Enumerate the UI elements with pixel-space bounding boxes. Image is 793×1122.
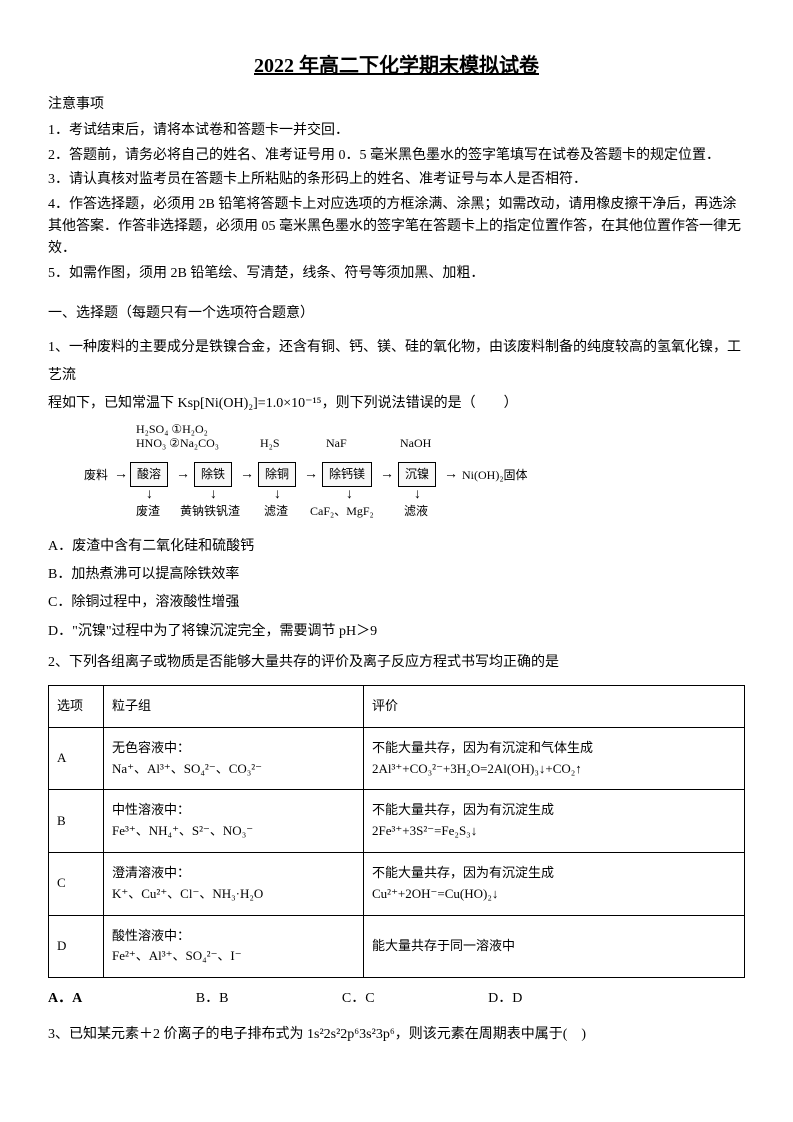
eval-line-a: 能大量共存于同一溶液中: [372, 936, 736, 957]
note-2: 2．答题前，请务必将自己的姓名、准考证号用 0．5 毫米黑色墨水的签字笔填写在试…: [48, 145, 745, 167]
page-title: 2022 年高二下化学期末模拟试卷: [48, 50, 745, 82]
top-label-1b: HNO₃ ②Na₂CO₃: [136, 434, 219, 453]
cell-eval: 能大量共存于同一溶液中: [364, 915, 745, 978]
q1-stem: 1、一种废料的主要成分是铁镍合金，还含有铜、钙、镁、硅的氧化物，由该废料制备的纯…: [48, 334, 745, 418]
group-line-b: Na⁺、Al³⁺、SO₄²⁻、CO₃²⁻: [112, 759, 355, 780]
q2-answer-options: A．A B．B C．C D．D: [48, 988, 745, 1010]
cell-group: 澄清溶液中： K⁺、Cu²⁺、Cl⁻、NH₃·H₂O: [104, 853, 364, 916]
cell-opt: A: [49, 727, 104, 790]
cell-opt: C: [49, 853, 104, 916]
notes-header: 注意事项: [48, 94, 745, 116]
bottom-label-4: CaF₂、MgF₂: [310, 502, 374, 521]
eval-line-b: 2Fe³⁺+3S²⁻=Fe₂S₃↓: [372, 821, 736, 842]
ans-a: A．A: [48, 988, 82, 1010]
note-4: 4．作答选择题，必须用 2B 铅笔将答题卡上对应选项的方框涂满、涂黑；如需改动，…: [48, 194, 745, 261]
top-label-2: H₂S: [260, 434, 280, 453]
note-5: 5．如需作图，须用 2B 铅笔绘、写清楚，线条、符号等须加黑、加粗．: [48, 263, 745, 285]
arrow-icon: →: [176, 464, 190, 486]
ans-c: C．C: [342, 988, 375, 1010]
ans-d: D．D: [488, 988, 522, 1010]
q1-stem-b: 程如下，已知常温下 Ksp[Ni(OH)₂]=1.0×10⁻¹⁵，则下列说法错误…: [48, 396, 518, 411]
group-line-a: 澄清溶液中：: [112, 863, 355, 884]
bottom-label-5: 滤液: [404, 502, 428, 521]
eval-line-b: 2Al³⁺+CO₃²⁻+3H₂O=2Al(OH)₃↓+CO₂↑: [372, 759, 736, 780]
arrow-icon: →: [304, 464, 318, 486]
note-3: 3．请认真核对监考员在答题卡上所粘贴的条形码上的姓名、准考证号与本人是否相符．: [48, 169, 745, 191]
eval-line-a: 不能大量共存，因为有沉淀生成: [372, 863, 736, 884]
group-line-b: Fe²⁺、Al³⁺、SO₄²⁻、I⁻: [112, 946, 355, 967]
q1-opt-b: B．加热煮沸可以提高除铁效率: [48, 564, 745, 586]
table-row: D 酸性溶液中： Fe²⁺、Al³⁺、SO₄²⁻、I⁻ 能大量共存于同一溶液中: [49, 915, 745, 978]
th-group: 粒子组: [104, 686, 364, 728]
q1-stem-a: 1、一种废料的主要成分是铁镍合金，还含有铜、钙、镁、硅的氧化物，由该废料制备的纯…: [48, 340, 741, 383]
th-opt: 选项: [49, 686, 104, 728]
q1-opt-d: D．"沉镍"过程中为了将镍沉淀完全，需要调节 pH＞9: [48, 621, 745, 643]
cell-group: 无色容液中： Na⁺、Al³⁺、SO₄²⁻、CO₃²⁻: [104, 727, 364, 790]
group-line-a: 无色容液中：: [112, 738, 355, 759]
section-1-title: 一、选择题（每题只有一个选项符合题意）: [48, 303, 745, 325]
table-header-row: 选项 粒子组 评价: [49, 686, 745, 728]
table-row: B 中性溶液中： Fe³⁺、NH₄⁺、S²⁻、NO₃⁻ 不能大量共存，因为有沉淀…: [49, 790, 745, 853]
eval-line-a: 不能大量共存，因为有沉淀生成: [372, 800, 736, 821]
q1-opt-c: C．除铜过程中，溶液酸性增强: [48, 592, 745, 614]
group-line-b: Fe³⁺、NH₄⁺、S²⁻、NO₃⁻: [112, 821, 355, 842]
q2-table: 选项 粒子组 评价 A 无色容液中： Na⁺、Al³⁺、SO₄²⁻、CO₃²⁻ …: [48, 685, 745, 978]
table-row: A 无色容液中： Na⁺、Al³⁺、SO₄²⁻、CO₃²⁻ 不能大量共存，因为有…: [49, 727, 745, 790]
cell-opt: B: [49, 790, 104, 853]
bottom-label-1: 废渣: [136, 502, 160, 521]
ans-b: B．B: [196, 988, 229, 1010]
note-1: 1．考试结束后，请将本试卷和答题卡一并交回．: [48, 120, 745, 142]
th-eval: 评价: [364, 686, 745, 728]
cell-group: 酸性溶液中： Fe²⁺、Al³⁺、SO₄²⁻、I⁻: [104, 915, 364, 978]
top-label-3: NaF: [326, 434, 347, 453]
eval-line-a: 不能大量共存，因为有沉淀和气体生成: [372, 738, 736, 759]
bottom-label-3: 滤渣: [264, 502, 288, 521]
q1-opt-a: A．废渣中含有二氧化硅和硫酸钙: [48, 536, 745, 558]
arrow-icon: →: [240, 464, 254, 486]
arrow-icon: →: [444, 464, 458, 486]
arrow-icon: →: [114, 464, 128, 486]
bottom-label-2: 黄钠铁钒渣: [180, 502, 240, 521]
output-label: Ni(OH)₂固体: [462, 466, 528, 485]
group-line-a: 酸性溶液中：: [112, 926, 355, 947]
q2-stem: 2、下列各组离子或物质是否能够大量共存的评价及离子反应方程式书写均正确的是: [48, 649, 745, 677]
q1-flow-diagram: H₂SO₄ ①H₂O₂ HNO₃ ②Na₂CO₃ H₂S NaF NaOH 废料…: [88, 426, 528, 526]
cell-group: 中性溶液中： Fe³⁺、NH₄⁺、S²⁻、NO₃⁻: [104, 790, 364, 853]
cell-opt: D: [49, 915, 104, 978]
group-line-b: K⁺、Cu²⁺、Cl⁻、NH₃·H₂O: [112, 884, 355, 905]
input-label: 废料: [84, 466, 108, 485]
q3-stem: 3、已知某元素＋2 价离子的电子排布式为 1s²2s²2p⁶3s²3p⁶，则该元…: [48, 1021, 745, 1049]
cell-eval: 不能大量共存，因为有沉淀生成 2Fe³⁺+3S²⁻=Fe₂S₃↓: [364, 790, 745, 853]
eval-line-b: Cu²⁺+2OH⁻=Cu(HO)₂↓: [372, 884, 736, 905]
cell-eval: 不能大量共存，因为有沉淀生成 Cu²⁺+2OH⁻=Cu(HO)₂↓: [364, 853, 745, 916]
table-row: C 澄清溶液中： K⁺、Cu²⁺、Cl⁻、NH₃·H₂O 不能大量共存，因为有沉…: [49, 853, 745, 916]
arrow-icon: →: [380, 464, 394, 486]
top-label-4: NaOH: [400, 434, 431, 453]
group-line-a: 中性溶液中：: [112, 800, 355, 821]
cell-eval: 不能大量共存，因为有沉淀和气体生成 2Al³⁺+CO₃²⁻+3H₂O=2Al(O…: [364, 727, 745, 790]
